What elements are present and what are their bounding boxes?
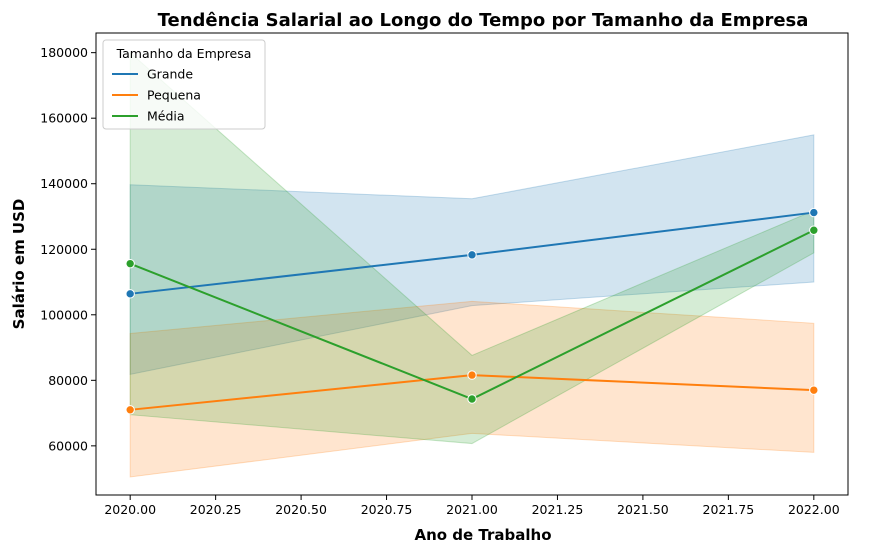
legend-box [102, 39, 266, 130]
data-point-2-1 [467, 394, 477, 404]
data-point-0-2 [809, 207, 819, 218]
x-tick-label: 2020.75 [361, 502, 413, 517]
data-point-2-2 [809, 225, 819, 235]
y-tick-label: 180000 [40, 45, 88, 60]
x-tick-label: 2020.25 [190, 502, 242, 517]
y-tick-label: 140000 [40, 176, 88, 191]
x-tick-label: 2020.50 [275, 502, 327, 517]
confidence-band-2 [129, 51, 815, 445]
x-tick-label: 2022.00 [788, 502, 840, 517]
x-tick-label: 2020.00 [104, 502, 156, 517]
x-tick-label: 2021.50 [617, 502, 669, 517]
y-axis-label: Salário em USD [10, 199, 28, 330]
plot-area [125, 51, 819, 478]
confidence-band-1 [129, 300, 815, 478]
x-tick-label: 2021.00 [446, 502, 498, 517]
y-tick-label: 80000 [48, 373, 88, 388]
y-tick-label: 100000 [40, 307, 88, 322]
data-point-2-0 [125, 258, 135, 269]
data-point-1-0 [125, 405, 135, 415]
data-point-1-2 [809, 385, 819, 395]
legend-title: Tamanho da Empresa [116, 46, 252, 61]
y-axis: 60000 80000 100000 120000 140000 160000 180000 [40, 45, 96, 453]
data-point-0-1 [467, 250, 477, 260]
y-tick-label: 60000 [48, 438, 88, 453]
legend-label-1: Pequena [147, 88, 201, 103]
x-tick-label: 2021.25 [532, 502, 584, 517]
x-axis-label: Ano de Trabalho [414, 526, 551, 544]
y-tick-label: 160000 [40, 111, 88, 126]
chart-title: Tendência Salarial ao Longo do Tempo por… [158, 10, 809, 31]
legend: Tamanho da Empresa Grande Pequena Média [102, 39, 266, 130]
legend-label-2: Média [147, 109, 185, 124]
x-tick-label: 2021.75 [703, 502, 755, 517]
x-axis: 2020.00 2020.25 2020.50 2020.75 2021.00 2021.… [104, 495, 840, 517]
y-tick-label: 120000 [40, 242, 88, 257]
data-point-1-1 [467, 370, 477, 380]
data-point-0-0 [125, 289, 135, 299]
legend-label-0: Grande [147, 67, 193, 82]
